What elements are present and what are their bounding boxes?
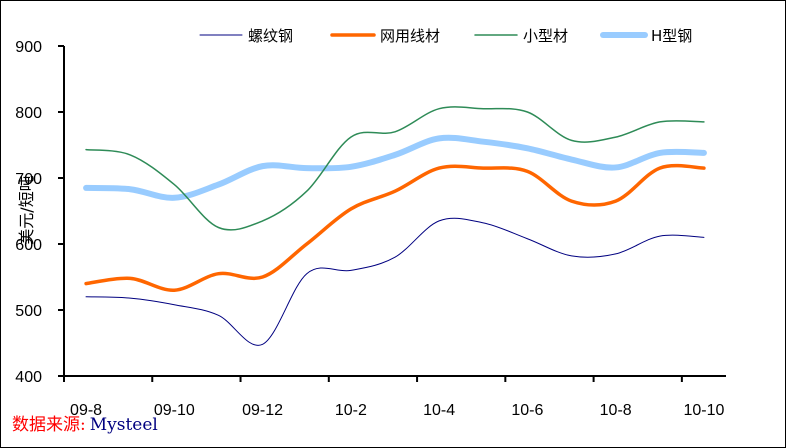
legend-label: 小型材	[523, 27, 568, 45]
y-tick-label: 400	[15, 369, 42, 386]
x-tick-label: 09-12	[242, 402, 283, 419]
x-tick-label: 10-8	[600, 402, 632, 419]
y-tick-label: 800	[15, 105, 42, 122]
source-note: 数据来源: Mysteel	[12, 415, 158, 435]
x-tick-label: 10-4	[423, 402, 455, 419]
legend-label: 螺纹钢	[248, 27, 293, 45]
y-tick-label: 700	[15, 171, 42, 188]
tick-labels: 400 500 600 700 800 900 09-8 09-10 09-12 10-2 10-4…	[15, 39, 724, 419]
series-line-2	[84, 163, 706, 292]
legend-label: 网用线材	[380, 27, 440, 45]
x-tick-label: 09-8	[70, 402, 102, 419]
y-tick-label: 600	[15, 237, 42, 254]
series-line-3	[85, 106, 705, 231]
x-tick-label: 10-2	[335, 402, 367, 419]
legend: 螺纹钢 网用线材 小型材 H型钢	[199, 27, 692, 45]
x-tick-label: 10-10	[683, 402, 724, 419]
x-tick-label: 10-6	[511, 402, 543, 419]
y-tick-label: 900	[15, 39, 42, 56]
y-axis-label: 美元/短吨	[17, 175, 36, 244]
source-value: Mysteel	[90, 415, 158, 435]
series-line-4	[83, 134, 707, 201]
source-label: 数据来源:	[12, 415, 86, 435]
legend-label: H型钢	[651, 27, 692, 45]
y-tick-label: 500	[15, 303, 42, 320]
series-line-1	[85, 217, 705, 346]
series-lines	[83, 106, 707, 346]
axes	[58, 45, 726, 382]
x-tick-label: 09-10	[154, 402, 195, 419]
